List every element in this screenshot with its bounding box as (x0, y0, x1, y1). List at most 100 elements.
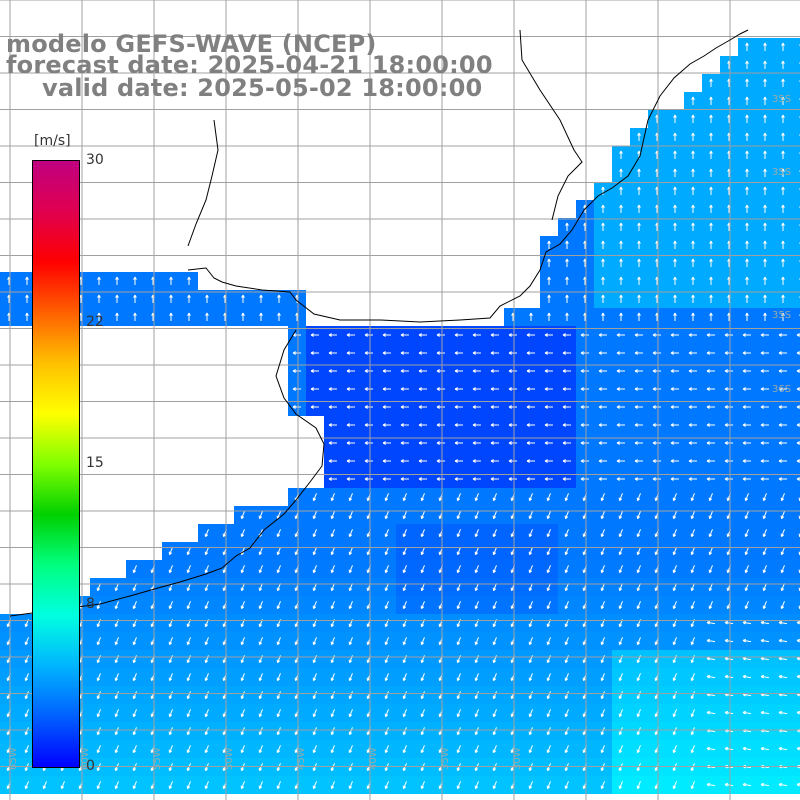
wind-arrow (637, 222, 641, 231)
wind-arrow (546, 601, 551, 610)
wind-arrow (436, 423, 445, 427)
wind-arrow (204, 565, 209, 574)
wind-arrow (205, 294, 209, 303)
wind-arrow (204, 547, 209, 556)
wind-arrow (634, 459, 643, 463)
wind-arrow (619, 258, 623, 267)
wind-arrow (328, 405, 337, 409)
wind-arrow (402, 547, 407, 556)
wind-arrow (133, 312, 137, 321)
wind-arrow (546, 565, 551, 574)
wind-arrow (652, 405, 661, 409)
wind-arrow (760, 423, 769, 427)
wind-arrow (132, 727, 137, 736)
wind-arrow (724, 638, 734, 643)
wind-arrow (508, 351, 517, 355)
field-cell (792, 200, 800, 218)
field-cell (792, 56, 800, 74)
wind-arrow (364, 333, 373, 337)
wind-arrow (544, 333, 553, 337)
wind-arrow (168, 565, 173, 574)
wind-arrow (400, 369, 409, 373)
wind-arrow (763, 60, 767, 69)
wind-arrow (781, 222, 785, 231)
wind-arrow (402, 637, 407, 646)
wind-arrow (562, 351, 571, 355)
wind-arrow (546, 547, 551, 556)
wind-arrow (96, 601, 101, 610)
wind-arrow (186, 601, 191, 610)
wind-arrow (760, 405, 769, 409)
wind-arrow (132, 781, 137, 790)
wind-arrow (745, 258, 749, 267)
wind-arrow (418, 441, 427, 445)
field-cell (792, 452, 800, 470)
lat-label: 35S (772, 310, 791, 321)
wind-arrow (312, 691, 317, 700)
wind-arrow (528, 727, 533, 736)
wind-arrow (619, 204, 623, 213)
wind-arrow (600, 601, 605, 610)
wind-arrow (240, 781, 245, 790)
wind-arrow (472, 459, 481, 463)
wind-arrow (762, 565, 767, 574)
wind-arrow (456, 781, 461, 790)
wind-arrow (169, 294, 173, 303)
wind-arrow (456, 637, 461, 646)
wind-arrow (420, 601, 425, 610)
wind-arrow (312, 601, 317, 610)
wind-arrow (240, 529, 245, 538)
wind-arrow (240, 565, 245, 574)
wind-arrow (312, 583, 317, 592)
wind-arrow (796, 369, 800, 373)
wind-arrow (670, 405, 679, 409)
wind-arrow (402, 493, 407, 502)
field-cell (792, 362, 800, 380)
field-cell (792, 272, 800, 290)
wind-arrow (690, 673, 695, 682)
wind-arrow (528, 637, 533, 646)
wind-arrow (132, 691, 137, 700)
wind-arrow (601, 222, 605, 231)
wind-arrow (745, 78, 749, 87)
wind-arrow (258, 565, 263, 574)
wind-arrow (796, 459, 800, 463)
wind-arrow (724, 369, 733, 373)
wind-arrow (418, 477, 427, 481)
wind-arrow (762, 547, 767, 556)
wind-arrow (292, 387, 301, 391)
wind-arrow (96, 781, 101, 790)
wind-arrow (492, 601, 497, 610)
wind-arrow (763, 132, 767, 141)
wind-arrow (330, 637, 335, 646)
wind-arrow (637, 204, 641, 213)
wind-arrow (744, 601, 749, 610)
wind-arrow (601, 204, 605, 213)
wind-arrow (706, 369, 715, 373)
wind-arrow (168, 727, 173, 736)
wind-arrow (763, 240, 767, 249)
wind-arrow (328, 333, 337, 337)
wind-arrow (508, 405, 517, 409)
wind-arrow (690, 745, 695, 754)
wind-arrow (688, 387, 697, 391)
wind-arrow (115, 276, 119, 285)
wind-arrow (778, 638, 788, 643)
wind-arrow (346, 387, 355, 391)
wind-arrow (562, 405, 571, 409)
wind-arrow (492, 565, 497, 574)
field-cell (792, 560, 800, 578)
wind-arrow (474, 601, 479, 610)
wind-arrow (616, 333, 625, 337)
wind-arrow (781, 96, 785, 105)
wind-arrow (619, 186, 623, 195)
wind-arrow (24, 745, 29, 754)
wind-arrow (619, 150, 623, 159)
wind-arrow (618, 673, 623, 682)
wind-arrow (436, 477, 445, 481)
wind-arrow (508, 477, 517, 481)
wind-arrow (114, 673, 119, 682)
wind-arrow (312, 493, 317, 502)
wind-arrow (634, 405, 643, 409)
wind-arrow (346, 351, 355, 355)
